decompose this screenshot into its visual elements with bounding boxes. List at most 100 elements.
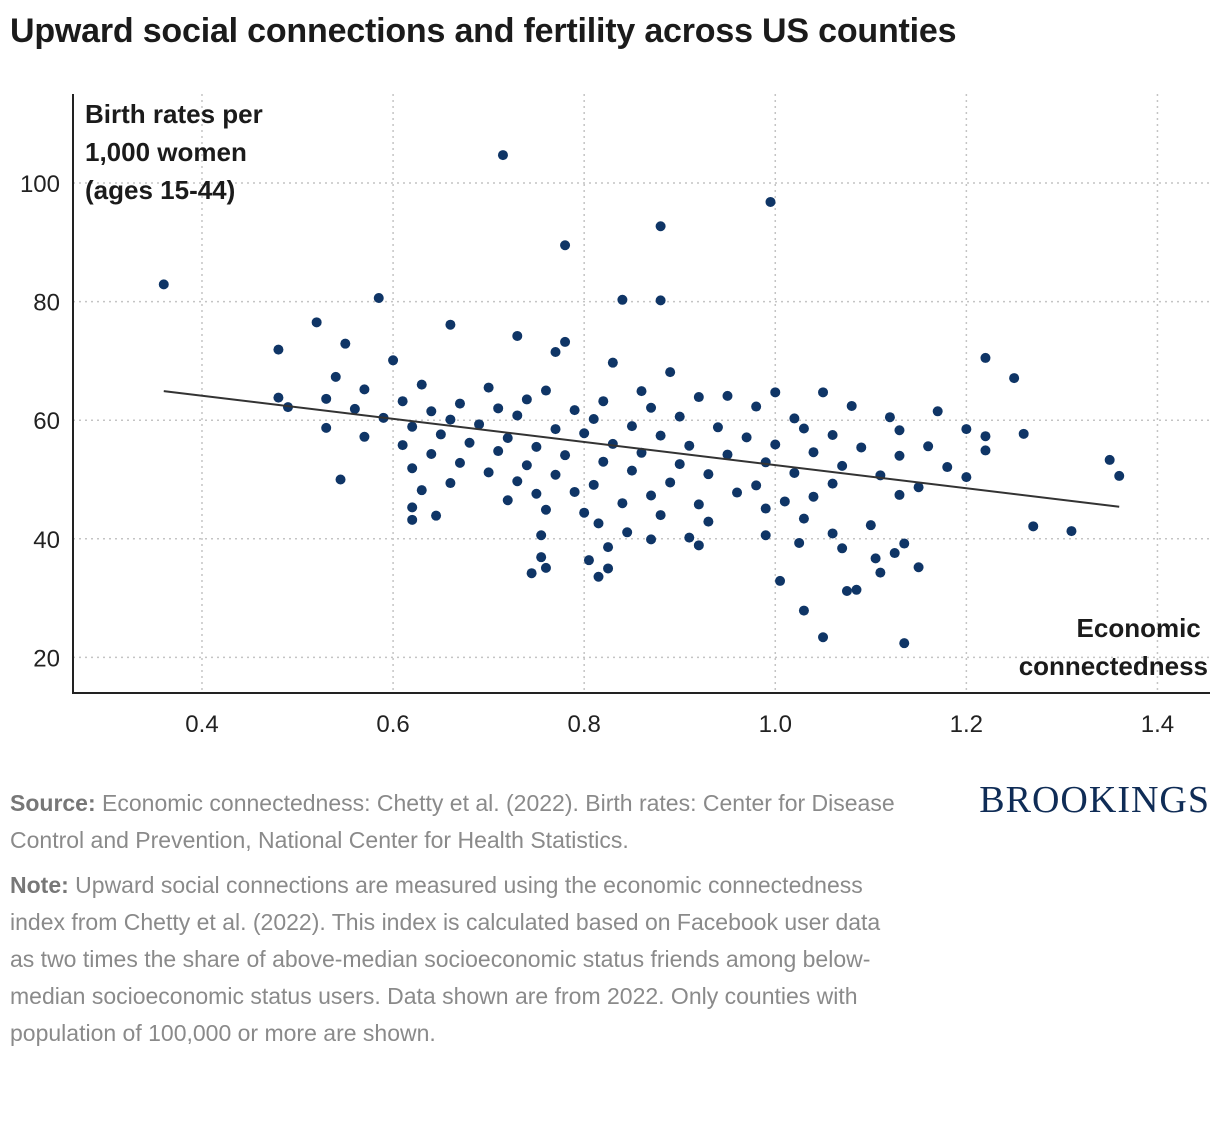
data-point [588,414,599,425]
data-point [794,537,805,548]
data-point [560,240,571,251]
data-point [932,406,943,417]
data-point [789,413,800,424]
data-point [454,398,465,409]
data-point [493,446,504,457]
data-point [942,462,953,473]
data-point [373,293,384,304]
x-tick-label: 0.8 [567,711,600,738]
data-point [665,367,676,378]
note: Note: Upward social connections are meas… [10,867,910,1052]
x-tick-labels: 0.4 0.6 0.8 1.0 1.2 1.4 [185,711,1174,738]
data-point [798,605,809,616]
data-point [980,431,991,442]
data-point [1104,454,1115,465]
data-point [579,428,590,439]
data-point [512,476,523,487]
data-point [961,472,972,483]
data-point [540,504,551,515]
x-axis-label-line: Economic [1077,613,1201,643]
data-point [536,530,547,541]
data-points [158,150,1125,649]
data-point [798,513,809,524]
data-point [870,553,881,564]
data-point [818,632,829,643]
data-point [765,196,776,207]
data-point [464,437,475,448]
data-point [359,431,370,442]
data-point [741,432,752,443]
data-point [751,401,762,412]
y-tick-label: 100 [20,171,60,198]
data-point [626,465,637,476]
data-point [674,459,685,470]
y-axis-label-line: 1,000 women [85,137,247,167]
data-point [636,447,647,458]
data-point [617,294,628,305]
data-point [789,467,800,478]
data-point [636,386,647,397]
x-axis-label-line: connectedness [1019,651,1208,681]
data-point [827,430,838,441]
data-point [865,520,876,531]
data-point [512,330,523,341]
data-point [899,538,910,549]
x-tick-label: 0.6 [376,711,409,738]
trendline [163,390,1120,508]
data-point [722,449,733,460]
data-point [521,394,532,405]
data-point [770,439,781,450]
data-point [407,502,418,513]
data-point [837,460,848,471]
data-point [889,548,900,559]
data-point [751,480,762,491]
data-point [321,393,332,404]
data-point [646,534,657,545]
data-point [674,411,685,422]
data-point [894,425,905,436]
data-point [531,441,542,452]
data-point [693,392,704,403]
source-note: Source: Economic connectedness: Chetty e… [10,785,910,859]
data-point [454,457,465,468]
data-point [655,510,666,521]
data-point [593,518,604,529]
y-tick-label: 60 [33,408,60,435]
data-point [540,562,551,573]
data-point [827,528,838,539]
data-point [808,491,819,502]
source-label: Source: [10,790,96,816]
data-point [818,387,829,398]
data-point [846,400,857,411]
data-point [416,485,427,496]
data-point [340,338,351,349]
data-point [531,488,542,499]
data-point [655,221,666,232]
data-point [540,385,551,396]
data-point [474,419,485,430]
data-point [665,477,676,488]
data-point [1009,373,1020,384]
data-point [426,448,437,459]
data-point [693,540,704,551]
data-point [598,396,609,407]
data-point [770,387,781,398]
data-point [311,317,322,328]
data-point [445,319,456,330]
data-point [760,457,771,468]
data-point [1018,428,1029,439]
data-point [894,489,905,500]
data-point [607,357,618,368]
data-point [579,507,590,518]
data-point [980,445,991,456]
data-point [388,355,399,366]
data-point [655,295,666,306]
y-axis-label: Birth rates per 1,000 women (ages 15-44) [85,99,270,205]
data-point [502,495,513,506]
data-point [626,421,637,432]
data-point [655,430,666,441]
data-point [899,638,910,649]
data-point [827,478,838,489]
y-tick-label: 20 [33,645,60,672]
x-tick-label: 0.4 [185,711,218,738]
